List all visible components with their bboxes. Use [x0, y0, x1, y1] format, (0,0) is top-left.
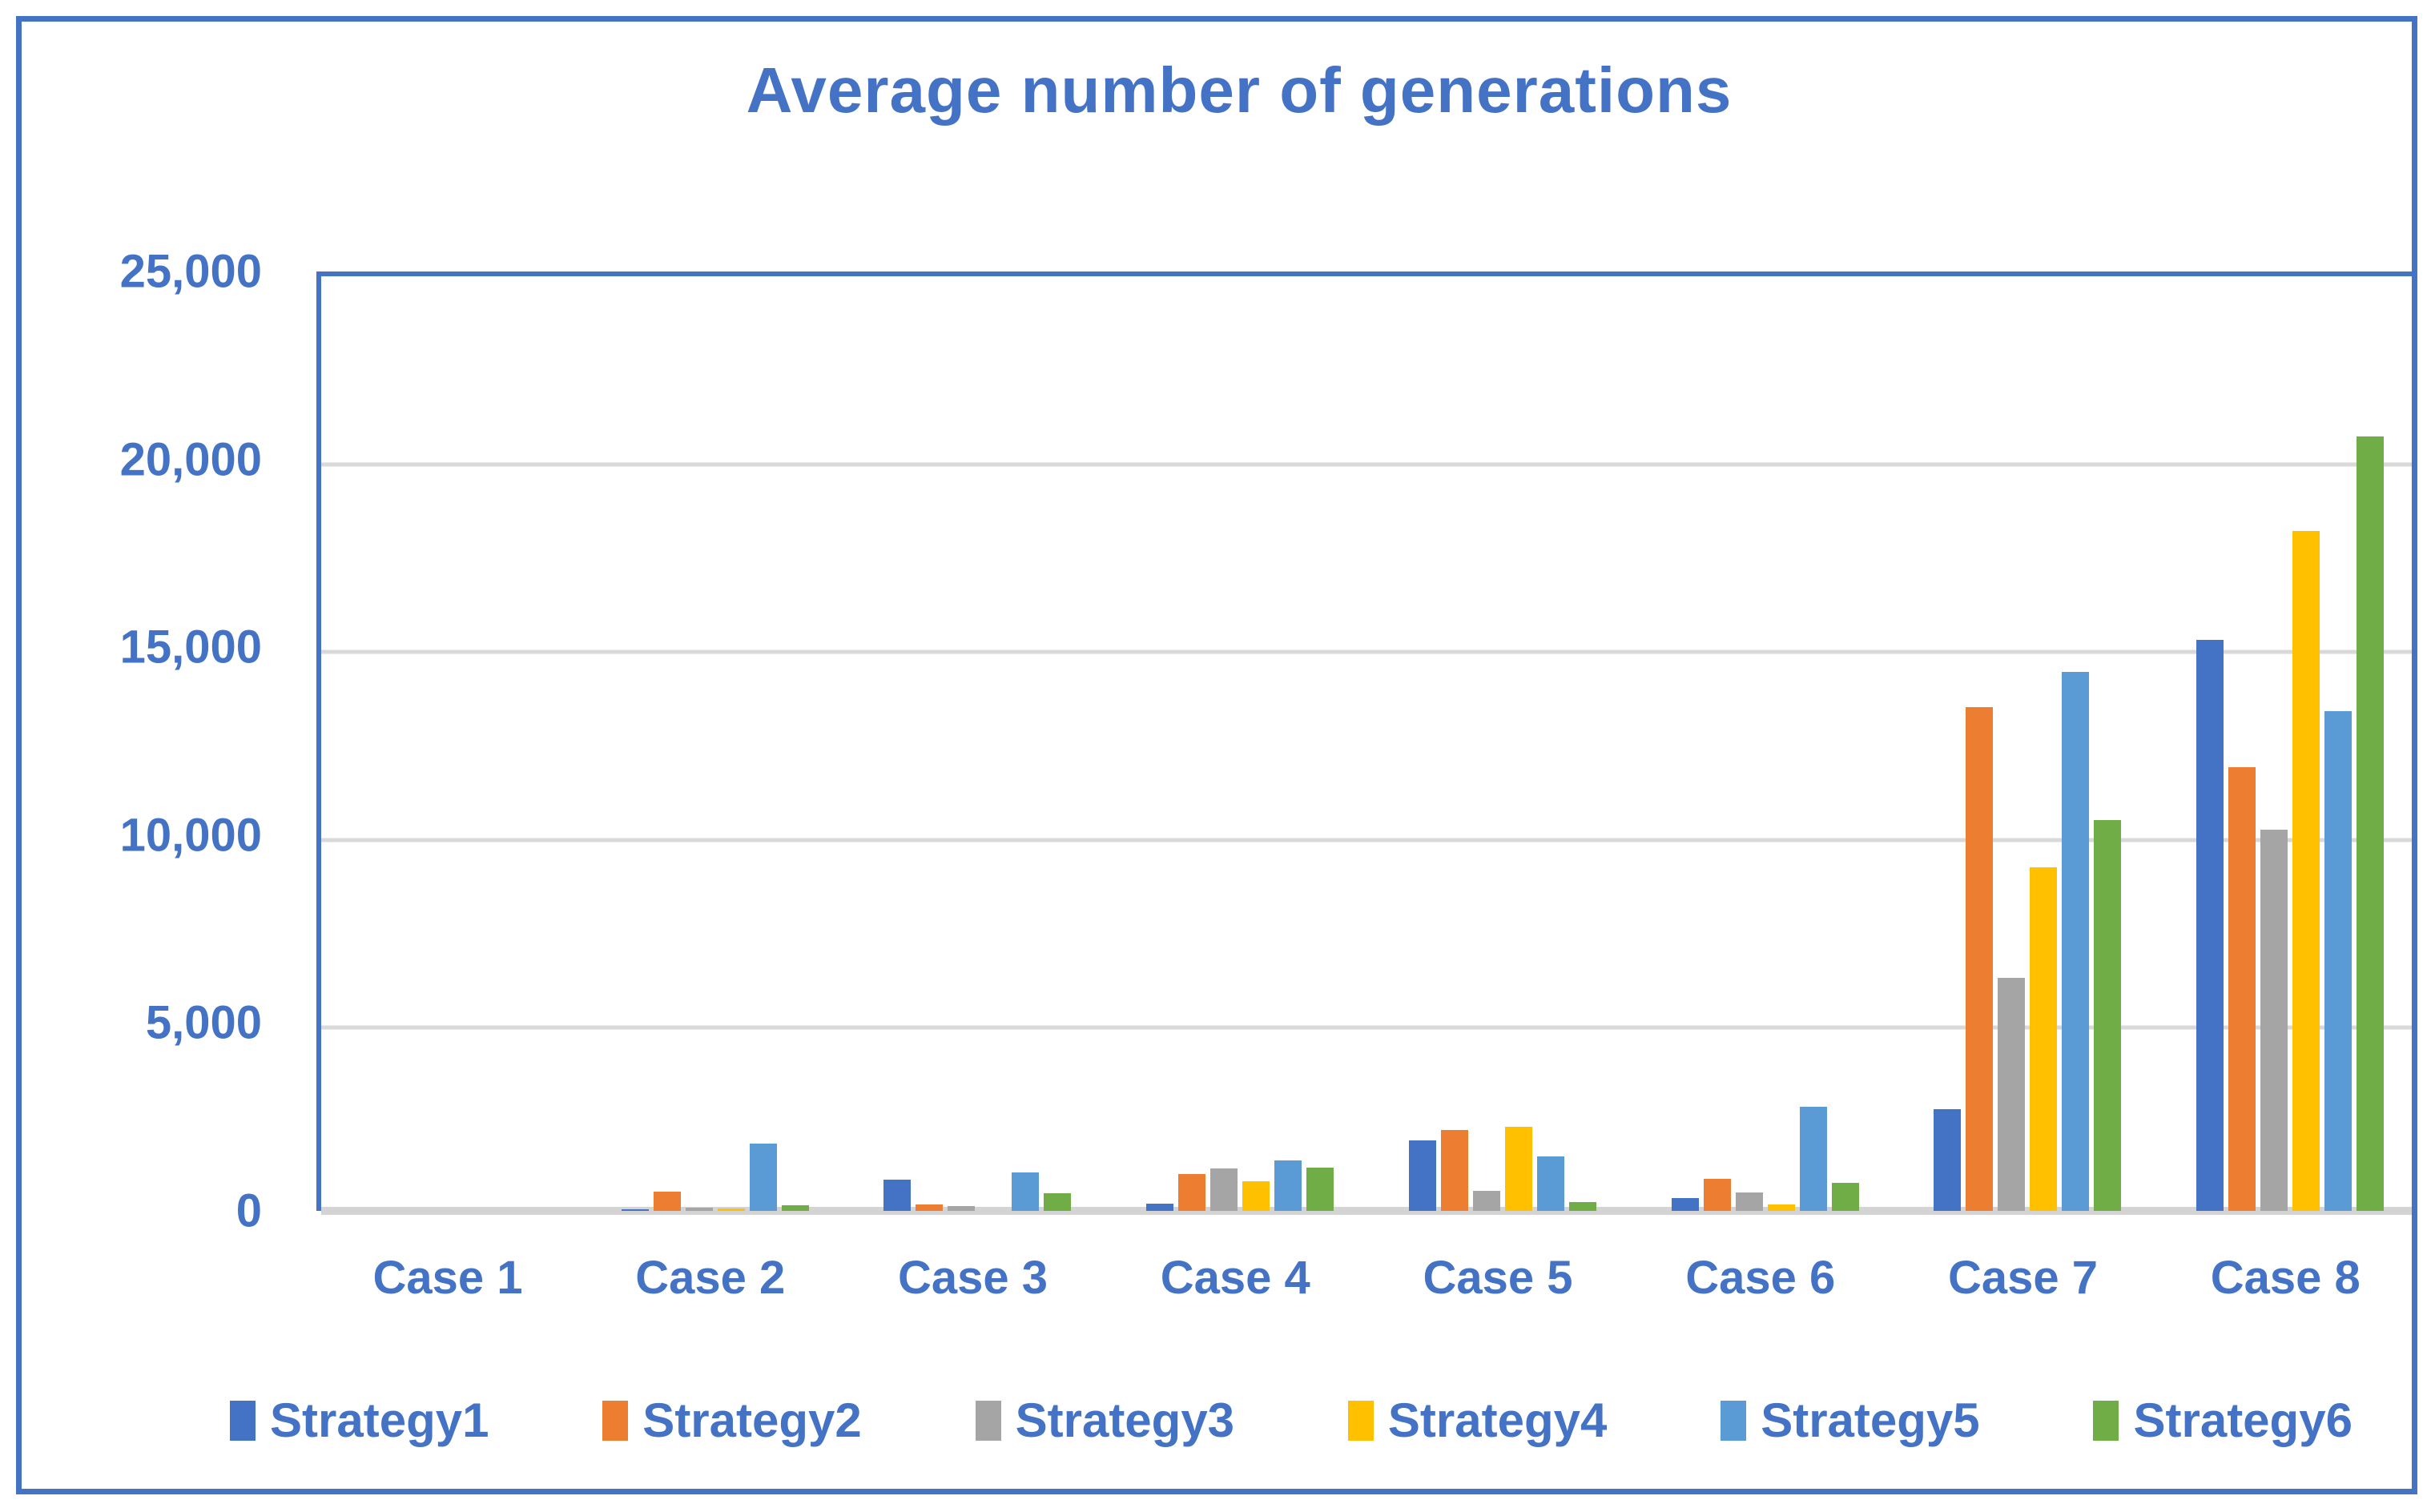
- gridline: [321, 1025, 2412, 1030]
- y-axis-tick-label: 15,000: [119, 621, 262, 674]
- bar-strategy6-case-4: [1306, 1168, 1334, 1211]
- category-label: Case 6: [1685, 1252, 1836, 1304]
- bar-strategy3-case-4: [1210, 1168, 1238, 1211]
- bar-strategy2-case-4: [1178, 1174, 1206, 1211]
- bar-group: [321, 276, 584, 1211]
- bar-strategy3-case-6: [1735, 1192, 1763, 1211]
- category-label: Case 3: [897, 1252, 1048, 1304]
- bar-strategy3-case-5: [1472, 1191, 1500, 1211]
- bar-strategy2-case-5: [1440, 1130, 1468, 1211]
- category-label: Case 1: [372, 1252, 523, 1304]
- bar-strategy1-case-2: [621, 1209, 649, 1211]
- legend-item-strategy1: Strategy1: [230, 1393, 489, 1448]
- chart-title: Average number of generations: [746, 54, 1733, 126]
- legend-item-strategy5: Strategy5: [1721, 1393, 1980, 1448]
- bar-strategy1-case-5: [1408, 1140, 1436, 1211]
- bar-strategy2-case-3: [916, 1204, 944, 1211]
- bar-group: [1897, 276, 2159, 1211]
- bar-strategy3-case-8: [2260, 830, 2288, 1211]
- bar-strategy2-case-8: [2228, 767, 2256, 1211]
- legend-item-strategy6: Strategy6: [2093, 1393, 2352, 1448]
- bar-strategy1-case-4: [1146, 1204, 1174, 1211]
- bar-strategy5-case-8: [2324, 711, 2352, 1211]
- x-axis-line: [321, 1207, 2412, 1215]
- chart-outer-border: Average number of generations 25,000 20,0…: [16, 16, 2417, 1494]
- legend-swatch-icon: [230, 1400, 256, 1441]
- legend-label: Strategy1: [270, 1393, 489, 1447]
- legend-swatch-icon: [2093, 1400, 2119, 1441]
- bar-group: [2159, 276, 2421, 1211]
- bar-strategy1-case-3: [883, 1180, 912, 1211]
- bar-strategy5-case-7: [2062, 672, 2090, 1211]
- bar-strategy5-case-2: [749, 1144, 777, 1211]
- legend-label: Strategy5: [1761, 1393, 1980, 1447]
- bar-group: [584, 276, 847, 1211]
- bar-strategy2-case-7: [1966, 707, 1994, 1211]
- legend-item-strategy2: Strategy2: [602, 1393, 862, 1448]
- bar-strategy6-case-5: [1568, 1202, 1596, 1211]
- bar-strategy2-case-6: [1703, 1179, 1731, 1211]
- legend-label: Strategy2: [642, 1393, 862, 1447]
- bar-group: [1371, 276, 1634, 1211]
- plot-area: [316, 271, 2417, 1215]
- bar-strategy6-case-3: [1044, 1193, 1072, 1211]
- legend: Strategy1 Strategy2 Strategy3 Strategy4 Stra…: [230, 1393, 2352, 1448]
- y-axis-tick-label: 20,000: [119, 433, 262, 486]
- bar-strategy5-case-5: [1536, 1156, 1564, 1211]
- category-label: Case 2: [635, 1252, 786, 1304]
- category-label: Case 8: [2210, 1252, 2361, 1304]
- bar-strategy3-case-2: [685, 1208, 713, 1211]
- category-label: Case 5: [1423, 1252, 1573, 1304]
- bar-group: [1634, 276, 1897, 1211]
- legend-item-strategy3: Strategy3: [975, 1393, 1235, 1448]
- bar-strategy4-case-4: [1242, 1181, 1270, 1211]
- y-axis-tick-label: 10,000: [119, 809, 262, 862]
- bar-strategy4-case-5: [1504, 1127, 1532, 1211]
- bar-strategy5-case-4: [1274, 1160, 1302, 1211]
- bar-strategy5-case-3: [1012, 1172, 1040, 1211]
- gridline: [321, 649, 2412, 654]
- legend-label: Strategy6: [2133, 1393, 2352, 1447]
- bar-group: [1109, 276, 1371, 1211]
- bar-strategy1-case-8: [2196, 640, 2224, 1211]
- legend-label: Strategy3: [1015, 1393, 1235, 1447]
- bar-strategy3-case-7: [1998, 978, 2026, 1211]
- category-label: Case 4: [1160, 1252, 1310, 1304]
- bar-strategy6-case-6: [1831, 1183, 1859, 1211]
- bar-strategy2-case-2: [653, 1192, 681, 1211]
- legend-swatch-icon: [602, 1400, 629, 1441]
- bar-strategy1-case-7: [1934, 1109, 1962, 1211]
- bar-strategy3-case-3: [948, 1206, 976, 1211]
- bar-strategy4-case-2: [717, 1208, 745, 1211]
- legend-label: Strategy4: [1387, 1393, 1608, 1447]
- bar-strategy4-case-7: [2030, 867, 2058, 1211]
- y-axis-tick-label: 25,000: [119, 245, 262, 298]
- bar-strategy5-case-6: [1799, 1107, 1827, 1211]
- category-label: Case 7: [1947, 1252, 2099, 1304]
- bar-group: [847, 276, 1109, 1211]
- bar-strategy6-case-8: [2357, 436, 2385, 1211]
- gridline: [321, 462, 2412, 467]
- legend-swatch-icon: [1721, 1400, 1747, 1441]
- bar-strategy6-case-2: [781, 1205, 809, 1211]
- legend-swatch-icon: [1347, 1400, 1374, 1441]
- y-axis-tick-label: 0: [235, 1184, 262, 1237]
- legend-swatch-icon: [975, 1400, 1001, 1441]
- bar-strategy4-case-6: [1767, 1204, 1795, 1211]
- y-axis-tick-label: 5,000: [145, 996, 262, 1049]
- gridline: [321, 838, 2412, 842]
- bar-strategy1-case-6: [1671, 1198, 1699, 1211]
- legend-item-strategy4: Strategy4: [1347, 1393, 1608, 1448]
- bar-strategy4-case-8: [2292, 531, 2320, 1211]
- bar-strategy6-case-7: [2094, 820, 2122, 1211]
